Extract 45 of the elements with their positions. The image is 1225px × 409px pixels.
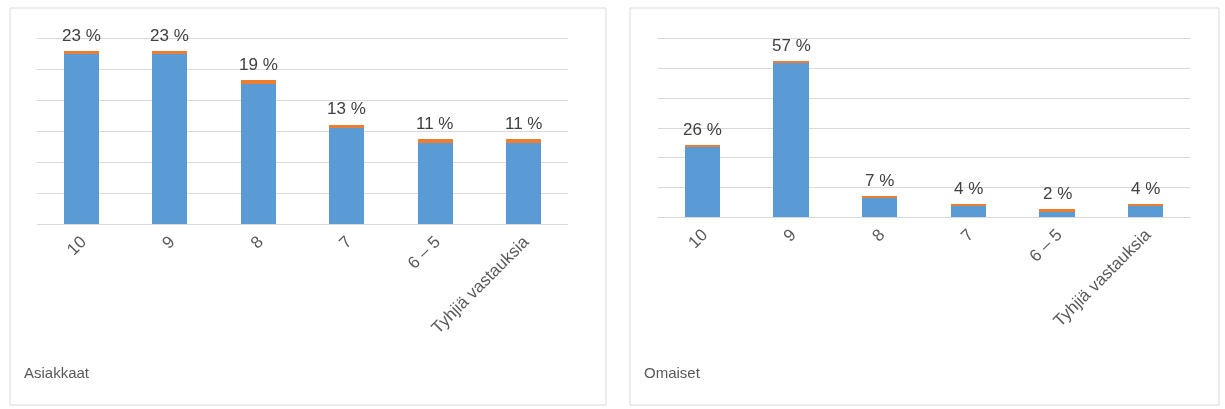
bar (773, 63, 809, 217)
bar (1039, 211, 1075, 217)
x-tick-label: 8 (246, 232, 268, 253)
data-label: 11 % (416, 114, 454, 133)
bar (417, 139, 453, 143)
text: Omaiset (644, 364, 701, 381)
bar (506, 139, 542, 143)
data-label: 2 % (1043, 184, 1073, 203)
data-label: 13 % (327, 99, 366, 118)
bar (152, 54, 188, 224)
bar (950, 206, 987, 217)
data-label: 23 % (150, 26, 189, 45)
bar (417, 142, 453, 224)
data-label: 19 % (239, 55, 278, 74)
bar (1039, 209, 1075, 212)
bar (684, 144, 721, 147)
bar (240, 80, 276, 84)
bar (1127, 206, 1164, 217)
x-tick-label: 10 (684, 225, 712, 253)
bar (773, 61, 809, 64)
data-label: 23 % (62, 26, 101, 45)
x-tick-label: 6 – 5 (403, 232, 445, 273)
bar (684, 146, 721, 217)
data-label: 11 % (505, 114, 543, 133)
bar (63, 54, 99, 224)
data-label: 7 % (865, 171, 895, 190)
data-label: 57 % (772, 36, 811, 55)
data-label: 4 % (954, 179, 984, 198)
bar (950, 204, 987, 207)
bar (861, 195, 898, 199)
x-tick-label: 9 (158, 232, 179, 253)
bar (1127, 204, 1164, 207)
bar (861, 198, 898, 217)
x-tick-label: 7 (335, 232, 356, 253)
x-tick-label: 8 (868, 225, 889, 246)
bar (329, 128, 365, 224)
x-tick-label: 9 (779, 225, 800, 246)
data-label: 26 % (683, 120, 722, 139)
text: Asiakkaat (24, 364, 90, 381)
x-tick-label: 10 (63, 232, 91, 260)
x-tick-label: 6 – 5 (1025, 225, 1066, 266)
bar (506, 142, 542, 224)
bar (240, 83, 276, 224)
data-label: 4 % (1131, 179, 1161, 198)
x-tick-label: 7 (957, 225, 978, 246)
